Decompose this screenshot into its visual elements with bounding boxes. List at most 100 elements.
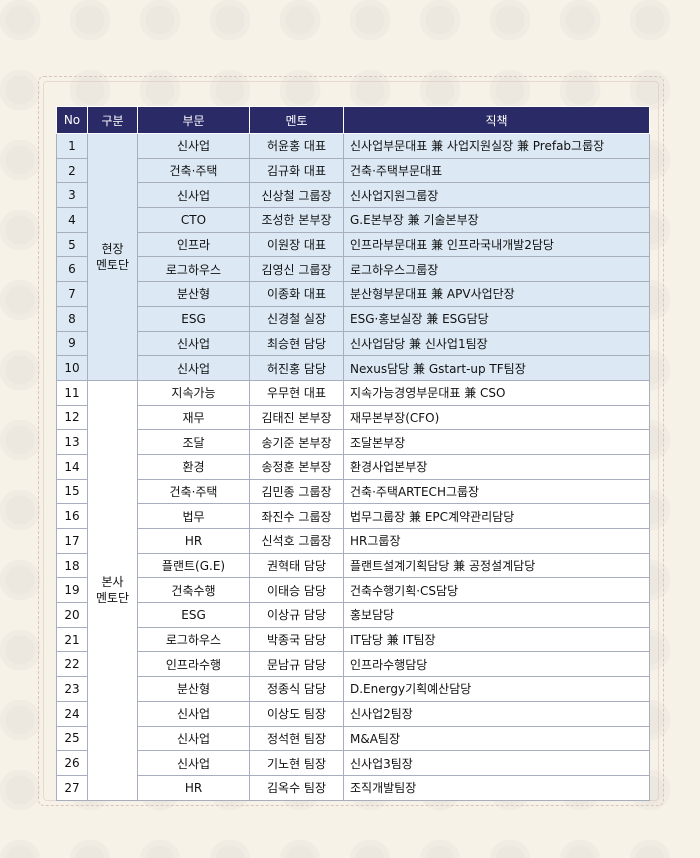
row-number: 9 — [56, 330, 88, 357]
division-cell: 플랜트(G.E) — [137, 552, 250, 579]
mentor-cell: 신경철 실장 — [249, 305, 344, 332]
mentor-cell: 이상규 담당 — [249, 602, 344, 628]
division-cell: 건축수행 — [137, 577, 250, 604]
division-cell: 건축·주택 — [137, 157, 250, 184]
table-row: 3 신사업 신상철 그룹장 신사업지원그룹장 — [56, 182, 650, 209]
mentor-cell: 이태승 담당 — [249, 577, 344, 604]
position-cell: HR그룹장 — [343, 528, 650, 554]
mentor-cell: 송기준 본부장 — [249, 429, 344, 455]
division-cell: 법무 — [137, 503, 250, 529]
header-no: No — [56, 106, 88, 134]
division-cell: 신사업 — [137, 182, 250, 209]
position-cell: ESG·홍보실장 兼 ESG담당 — [343, 305, 650, 332]
header-position: 직책 — [343, 106, 650, 134]
division-cell: 로그하우스 — [137, 626, 250, 653]
row-number: 14 — [56, 453, 88, 480]
mentor-cell: 기노현 팀장 — [249, 750, 344, 776]
table-row: 10 신사업 허진홍 담당 Nexus담당 兼 Gstart-up TF팀장 — [56, 355, 650, 381]
position-cell: 건축·주택부문대표 — [343, 157, 650, 184]
row-number: 21 — [56, 626, 88, 653]
decorative-frame — [38, 76, 664, 806]
table-row: 1 현장 멘토단 신사업 허윤홍 대표 신사업부문대표 兼 사업지원실장 兼 Prefab… — [56, 133, 650, 381]
table-row: 16 법무 좌진수 그룹장 법무그룹장 兼 EPC계약관리담당 — [56, 503, 650, 529]
mentor-cell: 우무현 대표 — [249, 379, 344, 406]
row-number: 23 — [56, 676, 88, 702]
division-cell: ESG — [137, 305, 250, 332]
position-cell: IT담당 兼 IT팀장 — [343, 626, 650, 653]
mentor-cell: 정석현 팀장 — [249, 725, 344, 752]
row-number: 4 — [56, 207, 88, 233]
row-number: 5 — [56, 231, 88, 258]
division-cell: 인프라 — [137, 231, 250, 258]
table-row: 23 분산형 정종식 담당 D.Energy기획예산담당 — [56, 676, 650, 702]
mentor-cell: 김규화 대표 — [249, 157, 344, 184]
table-row: 2 건축·주택 김규화 대표 건축·주택부문대표 — [56, 157, 650, 184]
group-label-line: 현장 — [101, 241, 124, 256]
position-cell: 신사업2팀장 — [343, 700, 650, 727]
division-cell: 인프라수행 — [137, 651, 250, 678]
position-cell: 홍보담당 — [343, 602, 650, 628]
table-row: 15 건축·주택 김민종 그룹장 건축·주택ARTECH그룹장 — [56, 478, 650, 505]
row-number: 26 — [56, 750, 88, 776]
mentor-cell: 허윤홍 대표 — [249, 133, 344, 159]
mentor-cell: 송정훈 본부장 — [249, 453, 344, 480]
mentor-cell: 정종식 담당 — [249, 676, 344, 702]
position-cell: Nexus담당 兼 Gstart-up TF팀장 — [343, 355, 650, 381]
table-header-row: No 구분 부문 멘토 직책 — [56, 106, 650, 134]
row-number: 24 — [56, 700, 88, 727]
row-number: 16 — [56, 503, 88, 529]
division-cell: 건축·주택 — [137, 478, 250, 505]
row-number: 13 — [56, 429, 88, 455]
position-cell: M&A팀장 — [343, 725, 650, 752]
position-cell: 조달본부장 — [343, 429, 650, 455]
row-number: 1 — [56, 133, 88, 159]
division-cell: 신사업 — [137, 750, 250, 776]
table-row: 19 건축수행 이태승 담당 건축수행기획·CS담당 — [56, 577, 650, 604]
position-cell: 신사업지원그룹장 — [343, 182, 650, 209]
mentor-table: No 구분 부문 멘토 직책 1 현장 멘토단 신사업 허윤홍 대표 신사업부문대표 兼 … — [56, 106, 650, 801]
table-row: 6 로그하우스 김영신 그룹장 로그하우스그룹장 — [56, 256, 650, 283]
position-cell: 로그하우스그룹장 — [343, 256, 650, 283]
division-cell: ESG — [137, 602, 250, 628]
table-row: 7 분산형 이종화 대표 분산형부문대표 兼 APV사업단장 — [56, 281, 650, 307]
row-number: 25 — [56, 725, 88, 752]
position-cell: D.Energy기획예산담당 — [343, 676, 650, 702]
row-number: 8 — [56, 305, 88, 332]
position-cell: 법무그룹장 兼 EPC계약관리담당 — [343, 503, 650, 529]
mentor-cell: 권혁태 담당 — [249, 552, 344, 579]
header-division: 부문 — [137, 106, 250, 134]
position-cell: 플랜트설계기획담당 兼 공정설계담당 — [343, 552, 650, 579]
division-cell: 신사업 — [137, 133, 250, 159]
mentor-cell: 이원장 대표 — [249, 231, 344, 258]
division-cell: 로그하우스 — [137, 256, 250, 283]
row-number: 22 — [56, 651, 88, 678]
division-cell: 신사업 — [137, 355, 250, 381]
mentor-cell: 이상도 팀장 — [249, 700, 344, 727]
row-number: 7 — [56, 281, 88, 307]
table-row: 13 조달 송기준 본부장 조달본부장 — [56, 429, 650, 455]
row-number: 18 — [56, 552, 88, 579]
position-cell: 조직개발팀장 — [343, 774, 650, 801]
header-mentor: 멘토 — [249, 106, 344, 134]
position-cell: 지속가능경영부문대표 兼 CSO — [343, 379, 650, 406]
mentor-cell: 신상철 그룹장 — [249, 182, 344, 209]
position-cell: 신사업부문대표 兼 사업지원실장 兼 Prefab그룹장 — [343, 133, 650, 159]
mentor-cell: 좌진수 그룹장 — [249, 503, 344, 529]
mentor-cell: 조성한 본부장 — [249, 207, 344, 233]
table-row: 24 신사업 이상도 팀장 신사업2팀장 — [56, 700, 650, 727]
group-field-mentors: 현장 멘토단 — [87, 133, 138, 381]
table-row: 27 HR 김옥수 팀장 조직개발팀장 — [56, 774, 650, 801]
position-cell: 건축·주택ARTECH그룹장 — [343, 478, 650, 505]
division-cell: 재무 — [137, 404, 250, 431]
position-cell: 건축수행기획·CS담당 — [343, 577, 650, 604]
division-cell: 조달 — [137, 429, 250, 455]
position-cell: 인프라수행담당 — [343, 651, 650, 678]
row-number: 10 — [56, 355, 88, 381]
mentor-cell: 허진홍 담당 — [249, 355, 344, 381]
row-number: 27 — [56, 774, 88, 801]
mentor-cell: 이종화 대표 — [249, 281, 344, 307]
table-row: 9 신사업 최승현 담당 신사업담당 兼 신사업1팀장 — [56, 330, 650, 357]
position-cell: 신사업담당 兼 신사업1팀장 — [343, 330, 650, 357]
row-number: 19 — [56, 577, 88, 604]
position-cell: G.E본부장 兼 기술본부장 — [343, 207, 650, 233]
